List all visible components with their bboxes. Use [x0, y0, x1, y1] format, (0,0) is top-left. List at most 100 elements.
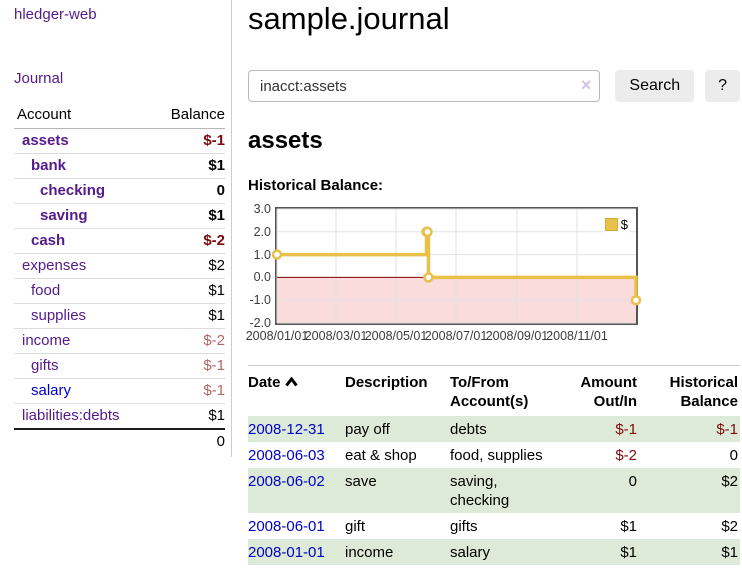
register-header-date[interactable]: Date	[248, 366, 345, 417]
y-axis-tick-label: 0.0	[253, 270, 271, 285]
account-row: salary $-1	[14, 379, 225, 404]
register-row: 2008-06-01 gift gifts $1 $2	[248, 513, 740, 539]
account-balance: $-1	[203, 357, 225, 374]
transaction-amount: $-1	[615, 421, 637, 438]
transaction-date-link[interactable]: 2008-06-02	[248, 473, 325, 490]
register-header-description: Description	[345, 374, 428, 391]
chart-heading: Historical Balance:	[248, 177, 384, 194]
accounts-total-balance: 0	[216, 433, 225, 450]
help-button[interactable]: ?	[705, 70, 740, 102]
x-axis-tick-label: 2008/07/01	[424, 329, 488, 343]
y-axis-tick-label: -1.0	[249, 293, 271, 308]
account-balance: 0	[216, 182, 225, 199]
account-row: checking 0	[14, 179, 225, 204]
account-balance: $-2	[203, 332, 225, 349]
search-bar: × Search ?	[248, 70, 740, 102]
account-row: saving $1	[14, 204, 225, 229]
transaction-description: save	[345, 473, 377, 490]
account-balance: $-1	[203, 132, 225, 149]
transaction-balance: $1	[721, 544, 738, 561]
app-title-link[interactable]: hledger-web	[14, 6, 97, 23]
transaction-date-link[interactable]: 2008-06-01	[248, 518, 325, 535]
x-axis-tick-label: 2008/09/01	[485, 329, 549, 343]
account-row: expenses $2	[14, 254, 225, 279]
historical-balance-chart: 3.0 2.0 1.0 0.0 -1.0 -2.0 $ 2008/01/01 2008/03…	[245, 202, 740, 349]
sidebar-item-journal[interactable]: Journal	[14, 70, 64, 87]
account-link-supplies[interactable]: supplies	[31, 307, 87, 324]
page-title: sample.journal	[248, 1, 450, 36]
account-balance: $1	[208, 157, 225, 174]
account-link-gifts[interactable]: gifts	[31, 357, 59, 374]
account-balance: $-1	[203, 382, 225, 399]
transaction-balance: $2	[721, 518, 738, 535]
transaction-tofrom: food, supplies	[450, 447, 543, 464]
account-balance: $1	[208, 407, 225, 424]
account-link-assets[interactable]: assets	[22, 132, 69, 149]
register-row: 2008-12-31 pay off debts $-1 $-1	[248, 416, 740, 442]
x-axis-tick-label: 2008/01/01	[245, 329, 309, 343]
transaction-description: income	[345, 544, 394, 561]
search-input[interactable]	[248, 70, 601, 102]
account-link-saving[interactable]: saving	[40, 207, 88, 224]
transaction-tofrom: saving, checking	[450, 473, 510, 509]
chart-legend: $	[602, 216, 630, 233]
account-balance: $1	[208, 307, 225, 324]
y-axis-tick-label: 2.0	[253, 224, 271, 239]
register-header-amount: Amount Out/In	[580, 374, 637, 410]
account-link-expenses[interactable]: expenses	[22, 257, 87, 274]
transaction-date-link[interactable]: 2008-01-01	[248, 544, 325, 561]
account-link-liabilities-debts[interactable]: liabilities:debts	[22, 407, 120, 424]
accounts-header-balance: Balance	[170, 106, 225, 123]
register-row: 2008-06-02 save saving, checking 0 $2	[248, 468, 740, 513]
accounts-total-row: 0	[14, 429, 225, 457]
register-table: Date Description To/From Account(s) Amou…	[248, 365, 740, 565]
account-row: income $-2	[14, 329, 225, 354]
transaction-amount: $1	[620, 518, 637, 535]
account-link-bank[interactable]: bank	[31, 157, 67, 174]
transaction-description: gift	[345, 518, 366, 535]
account-row: food $1	[14, 279, 225, 304]
register-row: 2008-06-03 eat & shop food, supplies $-2…	[248, 442, 740, 468]
register-header-tofrom: To/From Account(s)	[450, 374, 529, 410]
transaction-balance: $-1	[716, 421, 738, 438]
transaction-tofrom: salary	[450, 544, 491, 561]
legend-series-label: $	[620, 217, 628, 232]
account-row: supplies $1	[14, 304, 225, 329]
register-row: 2008-01-01 income salary $1 $1	[248, 539, 740, 565]
account-row: assets $-1	[14, 129, 225, 154]
account-link-income[interactable]: income	[22, 332, 71, 349]
account-row: gifts $-1	[14, 354, 225, 379]
transaction-balance: 0	[729, 447, 738, 464]
account-balance: $-2	[203, 232, 225, 249]
y-axis-tick-label: 1.0	[253, 247, 271, 262]
transaction-description: eat & shop	[345, 447, 417, 464]
transaction-amount: $1	[620, 544, 637, 561]
account-link-food[interactable]: food	[31, 282, 61, 299]
accounts-header-account: Account	[17, 106, 72, 123]
y-axis-tick-label: 3.0	[253, 202, 271, 216]
search-button[interactable]: Search	[615, 70, 695, 102]
transaction-date-link[interactable]: 2008-12-31	[248, 421, 325, 438]
accounts-table: Account Balance assets $-1 bank $1 check…	[14, 102, 225, 457]
y-axis-tick-label: -2.0	[249, 316, 271, 330]
accounts-header-row: Account Balance	[14, 102, 225, 129]
register-header-date-label: Date	[248, 374, 281, 391]
transaction-amount: $-2	[615, 447, 637, 464]
account-heading: assets	[248, 127, 323, 154]
transaction-description: pay off	[345, 421, 390, 438]
transaction-balance: $2	[721, 473, 738, 490]
transaction-date-link[interactable]: 2008-06-03	[248, 447, 325, 464]
clear-search-icon[interactable]: ×	[580, 75, 592, 95]
account-row: bank $1	[14, 154, 225, 179]
transaction-amount: 0	[628, 473, 637, 490]
x-axis-tick-label: 2008/03/01	[304, 329, 368, 343]
legend-swatch-icon	[604, 218, 618, 231]
account-row: cash $-2	[14, 229, 225, 254]
account-balance: $2	[208, 257, 225, 274]
account-link-checking[interactable]: checking	[40, 182, 106, 199]
account-link-salary[interactable]: salary	[31, 382, 72, 399]
account-balance: $1	[208, 282, 225, 299]
account-row: liabilities:debts $1	[14, 404, 225, 429]
account-link-cash[interactable]: cash	[31, 232, 66, 249]
app-title: hledger-web	[14, 6, 225, 23]
